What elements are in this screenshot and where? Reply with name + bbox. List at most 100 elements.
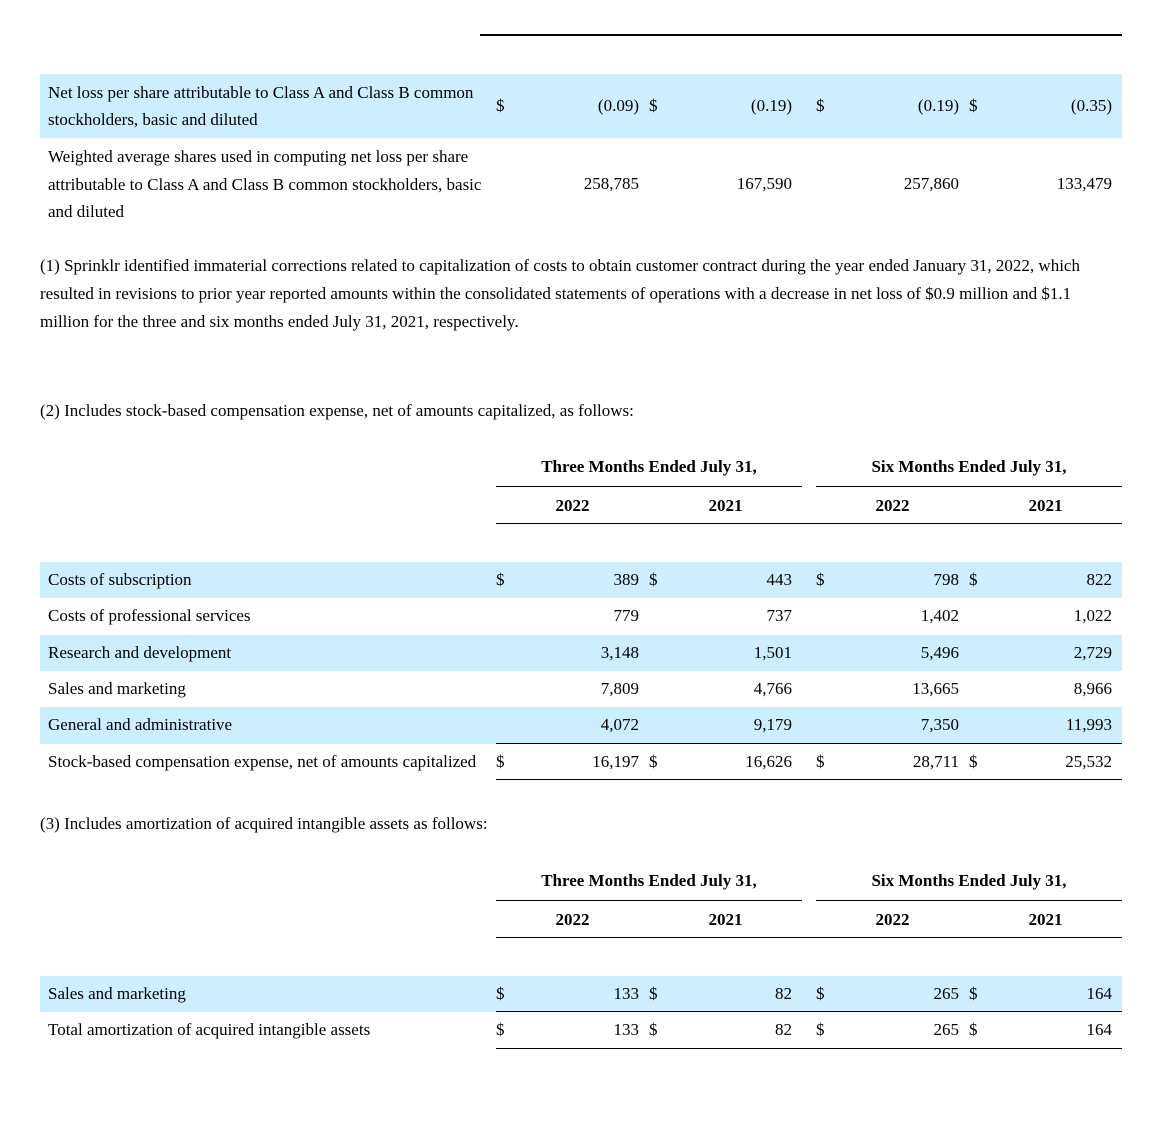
value-cell: 265 — [837, 1011, 969, 1049]
empty-cell — [40, 865, 496, 901]
table-row: General and administrative 4,072 9,179 7… — [40, 707, 1122, 744]
value-cell: 133 — [517, 975, 649, 1012]
currency-symbol — [816, 598, 838, 634]
footnote-3: (3) Includes amortization of acquired in… — [40, 814, 488, 834]
table-row: Weighted average shares used in computin… — [40, 138, 1122, 230]
currency-symbol: $ — [649, 74, 671, 139]
currency-symbol: $ — [648, 1011, 671, 1049]
year-header: 2022 — [815, 900, 969, 938]
currency-symbol: $ — [968, 975, 991, 1012]
currency-symbol — [815, 707, 838, 744]
value-cell: 164 — [990, 975, 1122, 1012]
column-gap — [801, 561, 816, 599]
year-header: 2022 — [495, 900, 649, 938]
value-cell: 7,809 — [600, 679, 639, 699]
currency-symbol — [816, 138, 838, 230]
currency-symbol — [969, 671, 991, 707]
value-cell: 5,496 — [837, 634, 969, 671]
value-cell: 265 — [837, 975, 969, 1012]
spacer-row — [40, 937, 1122, 976]
currency-symbol: $ — [968, 561, 991, 599]
footnote-2: (2) Includes stock-based compensation ex… — [40, 400, 634, 420]
currency-symbol — [649, 598, 671, 634]
table-total-row: Stock-based compensation expense, net of… — [40, 743, 1122, 781]
value-cell: 8,966 — [1073, 679, 1112, 699]
value-cell: 16,626 — [670, 743, 802, 781]
table-total-row: Total amortization of acquired intangibl… — [40, 1011, 1122, 1049]
currency-symbol — [969, 138, 991, 230]
value-cell: (0.35) — [991, 74, 1122, 139]
table-row: Costs of subscription $ 389 $ 443 $ 798 … — [40, 561, 1122, 599]
value-cell: (0.19) — [838, 74, 969, 139]
value-cell: 1,501 — [670, 634, 802, 671]
value-cell: 82 — [670, 975, 802, 1012]
footnote-1: (1) Sprinklr identified immaterial corre… — [40, 255, 1080, 332]
currency-symbol — [815, 634, 838, 671]
value-cell: 443 — [670, 561, 802, 599]
empty-cell — [40, 451, 496, 487]
currency-symbol: $ — [648, 743, 671, 781]
value-cell: 2,729 — [990, 634, 1122, 671]
period-header-three-months: Three Months Ended July 31, — [495, 450, 802, 487]
currency-symbol: $ — [815, 743, 838, 781]
currency-symbol — [496, 671, 518, 707]
value-cell: 779 — [613, 606, 639, 626]
column-gap — [801, 707, 816, 744]
value-cell: 258,785 — [583, 174, 639, 194]
value-cell: 164 — [990, 1011, 1122, 1049]
currency-symbol: $ — [495, 1011, 518, 1049]
column-gap — [801, 1011, 816, 1049]
value-cell: 28,711 — [837, 743, 969, 781]
currency-symbol: $ — [495, 743, 518, 781]
year-header: 2022 — [495, 486, 649, 524]
currency-symbol: $ — [816, 74, 838, 139]
currency-symbol: $ — [968, 743, 991, 781]
net-loss-per-share-table: Net loss per share attributable to Class… — [40, 74, 1122, 230]
currency-symbol — [816, 671, 838, 707]
currency-symbol: $ — [815, 1011, 838, 1049]
currency-symbol — [968, 634, 991, 671]
amortization-table: Three Months Ended July 31, Six Months E… — [40, 864, 1122, 1049]
column-gap — [801, 634, 816, 671]
value-cell: 1,022 — [1073, 606, 1112, 626]
currency-symbol: $ — [648, 975, 671, 1012]
period-header-six-months: Six Months Ended July 31, — [815, 864, 1122, 901]
year-header: 2022 — [815, 486, 969, 524]
currency-symbol — [649, 671, 671, 707]
value-cell: 133 — [517, 1011, 649, 1049]
currency-symbol: $ — [495, 561, 518, 599]
column-gap — [801, 900, 816, 938]
column-gap — [801, 975, 816, 1012]
currency-symbol — [649, 138, 671, 230]
row-label: Sales and marketing — [40, 975, 496, 1012]
currency-symbol — [648, 707, 671, 744]
empty-cell — [40, 486, 496, 523]
value-cell: 822 — [990, 561, 1122, 599]
value-cell: 13,665 — [912, 679, 959, 699]
currency-symbol — [495, 707, 518, 744]
row-label: Costs of professional services — [48, 606, 251, 626]
currency-symbol — [496, 598, 518, 634]
value-cell: 82 — [670, 1011, 802, 1049]
table-row: Costs of professional services 779 737 1… — [40, 598, 1122, 634]
currency-symbol — [968, 707, 991, 744]
stock-based-compensation-table: Three Months Ended July 31, Six Months E… — [40, 450, 1122, 781]
value-cell: 389 — [517, 561, 649, 599]
value-cell: 1,402 — [920, 606, 959, 626]
currency-symbol: $ — [815, 561, 838, 599]
value-cell: 798 — [837, 561, 969, 599]
row-label: Stock-based compensation expense, net of… — [48, 751, 477, 771]
year-header-row: 2022 2021 2022 2021 — [40, 486, 1122, 524]
currency-symbol — [496, 138, 518, 230]
table-top-rule — [480, 34, 1122, 36]
value-cell: 4,766 — [753, 679, 792, 699]
column-gap — [802, 671, 816, 707]
row-label: Research and development — [40, 634, 496, 671]
table-row: Research and development 3,148 1,501 5,4… — [40, 634, 1122, 671]
period-header-three-months: Three Months Ended July 31, — [495, 864, 802, 901]
currency-symbol: $ — [968, 1011, 991, 1049]
table-row: Net loss per share attributable to Class… — [40, 74, 1122, 139]
currency-symbol: $ — [496, 74, 518, 139]
period-header-row: Three Months Ended July 31, Six Months E… — [40, 450, 1122, 487]
row-label: Total amortization of acquired intangibl… — [48, 1019, 371, 1039]
